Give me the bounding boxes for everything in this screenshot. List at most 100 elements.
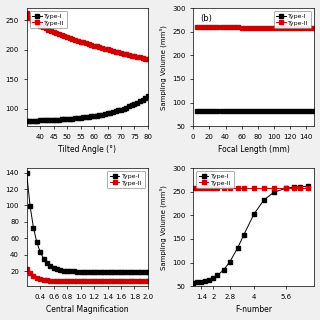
Type-II — [216, 25, 220, 29]
Type-II — [72, 279, 76, 283]
Type-II — [236, 186, 240, 190]
Type-I — [71, 117, 75, 121]
Line: Type-I: Type-I — [191, 185, 310, 284]
Type-I — [272, 190, 276, 194]
Type-II — [49, 29, 53, 33]
Type-II — [207, 186, 211, 190]
Type-II — [89, 279, 92, 283]
Type-II — [36, 22, 39, 26]
Type-I — [124, 106, 128, 109]
Type-I — [132, 270, 136, 274]
Type-II — [100, 46, 104, 50]
Type-I — [103, 112, 107, 116]
Type-II — [240, 26, 244, 29]
Legend: Type-I, Type-II: Type-I, Type-II — [274, 11, 311, 28]
Type-II — [102, 279, 106, 283]
Type-I — [146, 94, 150, 98]
Type-I — [204, 279, 207, 283]
Type-I — [132, 102, 136, 106]
Type-I — [122, 107, 125, 110]
Type-II — [146, 57, 150, 61]
Type-II — [146, 279, 150, 283]
Type-I — [212, 109, 215, 113]
Type-I — [52, 118, 56, 122]
Type-II — [260, 26, 264, 30]
Type-II — [35, 276, 39, 280]
Type-I — [28, 119, 31, 123]
Type-I — [216, 273, 220, 277]
Type-I — [140, 98, 144, 101]
Type-II — [38, 277, 42, 281]
Type-I — [68, 117, 72, 121]
Type-II — [116, 279, 120, 283]
Type-I — [252, 109, 256, 113]
Type-I — [95, 114, 99, 117]
Type-II — [25, 267, 28, 270]
Type-I — [31, 226, 35, 229]
Type-I — [35, 240, 39, 244]
Type-I — [228, 109, 231, 113]
Type-I — [123, 270, 126, 274]
Type-II — [31, 275, 35, 278]
Type-II — [68, 279, 72, 283]
Type-I — [41, 118, 45, 122]
Type-II — [272, 26, 276, 30]
Type-I — [135, 101, 139, 105]
Type-I — [62, 269, 66, 273]
Type-II — [308, 27, 312, 30]
Type-I — [296, 109, 300, 113]
Type-II — [284, 186, 288, 190]
X-axis label: Tilted Angle (°): Tilted Angle (°) — [58, 146, 116, 155]
Type-II — [248, 26, 252, 29]
Type-I — [25, 119, 28, 123]
Type-II — [46, 28, 50, 32]
Type-I — [60, 117, 64, 121]
Type-II — [132, 54, 136, 58]
Type-II — [44, 27, 47, 30]
Type-II — [60, 33, 64, 37]
Type-I — [25, 172, 28, 175]
Type-II — [123, 279, 126, 283]
Type-II — [292, 186, 296, 190]
Type-I — [81, 116, 85, 119]
Type-II — [75, 279, 79, 283]
Type-II — [127, 53, 131, 57]
Type-II — [55, 279, 59, 283]
Line: Type-II: Type-II — [196, 25, 316, 30]
Type-II — [138, 56, 142, 60]
Type-I — [298, 185, 302, 188]
Type-II — [95, 44, 99, 48]
Type-I — [44, 118, 47, 122]
Type-I — [260, 109, 264, 113]
Type-II — [298, 186, 302, 190]
Legend: Type-I, Type-II: Type-I, Type-II — [196, 171, 234, 188]
Type-II — [220, 25, 223, 29]
Type-I — [49, 118, 53, 122]
Line: Type-I: Type-I — [196, 109, 316, 113]
Type-II — [87, 42, 91, 46]
Type-II — [68, 36, 72, 40]
Type-I — [68, 269, 72, 273]
Type-II — [48, 279, 52, 283]
Type-II — [103, 47, 107, 51]
Type-II — [252, 186, 256, 190]
Type-I — [264, 109, 268, 113]
Type-II — [232, 26, 236, 29]
Type-II — [33, 20, 37, 24]
Line: Type-I: Type-I — [25, 172, 150, 274]
Type-II — [65, 35, 69, 39]
Type-I — [224, 109, 228, 113]
Type-II — [313, 27, 316, 30]
Type-II — [124, 52, 128, 56]
Type-II — [264, 26, 268, 30]
Type-II — [106, 47, 109, 51]
Type-II — [212, 25, 215, 29]
Type-I — [136, 270, 140, 274]
Type-I — [195, 109, 199, 113]
Type-II — [95, 279, 99, 283]
Type-I — [127, 105, 131, 108]
Type-I — [87, 115, 91, 119]
Type-II — [82, 279, 86, 283]
Type-II — [81, 41, 85, 44]
Type-I — [252, 212, 256, 216]
